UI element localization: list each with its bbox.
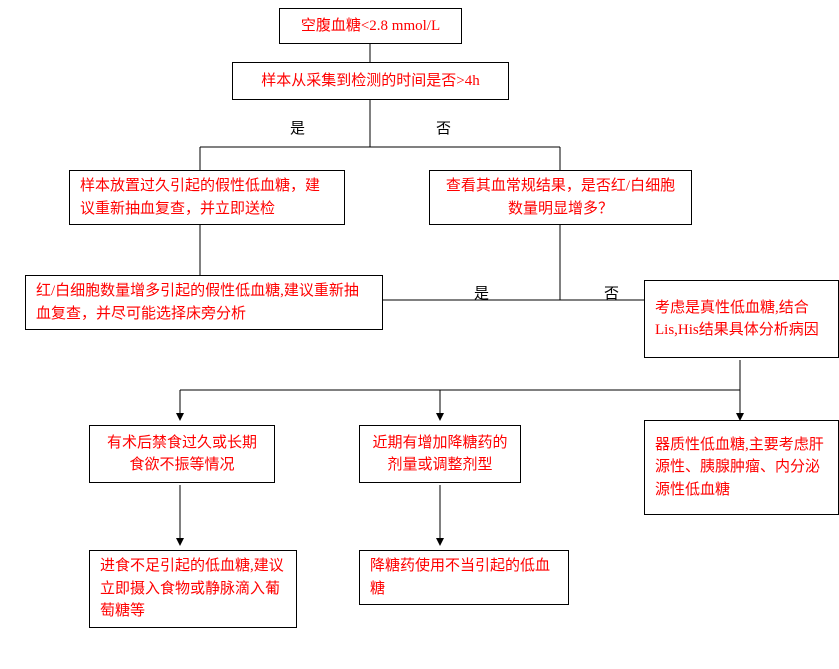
- node-med-misuse: 降糖药使用不当引起的低血糖: [359, 550, 569, 605]
- node-text: 进食不足引起的低血糖,建议立即摄入食物或静脉滴入葡萄糖等: [100, 555, 286, 623]
- node-sample-time: 样本从采集到检测的时间是否>4h: [232, 62, 509, 100]
- node-text: 样本从采集到检测的时间是否>4h: [261, 70, 479, 93]
- node-text: 空腹血糖<2.8 mmol/L: [301, 15, 440, 38]
- node-med-change: 近期有增加降糖药的剂量或调整剂型: [359, 425, 521, 483]
- edge-label-yes: 是: [474, 282, 489, 303]
- node-start: 空腹血糖<2.8 mmol/L: [279, 8, 462, 44]
- node-text: 降糖药使用不当引起的低血糖: [370, 555, 558, 600]
- node-text: 考虑是真性低血糖,结合Lis,His结果具体分析病因: [655, 297, 828, 342]
- node-text: 近期有增加降糖药的剂量或调整剂型: [370, 432, 510, 477]
- edge-label-no: 否: [436, 117, 451, 138]
- node-false-low-stale: 样本放置过久引起的假性低血糖，建议重新抽血复查，并立即送检: [69, 170, 345, 225]
- edge-label-no: 否: [604, 282, 619, 303]
- node-intake-low: 进食不足引起的低血糖,建议立即摄入食物或静脉滴入葡萄糖等: [89, 550, 297, 628]
- node-true-low: 考虑是真性低血糖,结合Lis,His结果具体分析病因: [644, 280, 839, 358]
- edge-label-yes: 是: [290, 117, 305, 138]
- node-text: 查看其血常规结果，是否红/白细胞数量明显增多？: [440, 175, 681, 220]
- node-check-cbc: 查看其血常规结果，是否红/白细胞数量明显增多？: [429, 170, 692, 225]
- node-cbc-false-low: 红/白细胞数量增多引起的假性低血糖,建议重新抽血复查，并尽可能选择床旁分析: [25, 275, 383, 330]
- node-fasting: 有术后禁食过久或长期食欲不振等情况: [89, 425, 275, 483]
- node-text: 有术后禁食过久或长期食欲不振等情况: [100, 432, 264, 477]
- node-text: 样本放置过久引起的假性低血糖，建议重新抽血复查，并立即送检: [80, 175, 334, 220]
- node-organic: 器质性低血糖,主要考虑肝源性、胰腺肿瘤、内分泌源性低血糖: [644, 420, 839, 515]
- node-text: 器质性低血糖,主要考虑肝源性、胰腺肿瘤、内分泌源性低血糖: [655, 434, 828, 502]
- node-text: 红/白细胞数量增多引起的假性低血糖,建议重新抽血复查，并尽可能选择床旁分析: [36, 280, 372, 325]
